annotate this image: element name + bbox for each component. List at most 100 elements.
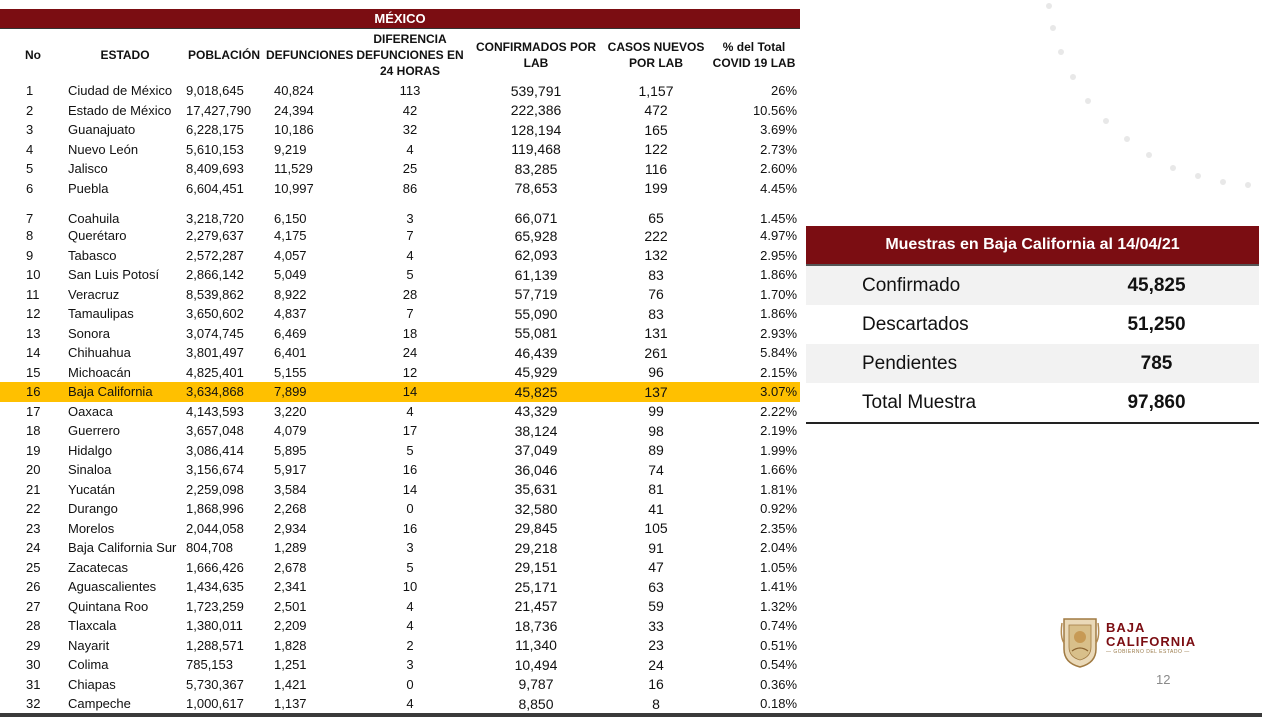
row-no: 7 (26, 211, 34, 226)
table-row: 6 Puebla 6,604,451 10,997 86 78,653 199 4.45% (0, 179, 800, 199)
row-estado: Veracruz (68, 286, 120, 302)
samples-value: 785 (1140, 352, 1173, 374)
row-estado: Oaxaca (68, 403, 113, 419)
row-poblacion: 1,434,635 (186, 579, 244, 595)
row-casos-nuevos: 199 (644, 180, 668, 197)
row-confirmados: 29,151 (514, 559, 558, 576)
row-no: 12 (26, 306, 41, 322)
row-pct-total: 2.93% (760, 325, 798, 341)
samples-row: Pendientes 785 (806, 344, 1259, 383)
row-estado: San Luis Potosí (68, 267, 160, 283)
decorative-dot (1124, 136, 1130, 142)
row-confirmados: 128,194 (510, 121, 562, 138)
row-estado: Yucatán (68, 481, 115, 497)
row-diferencia: 10 (402, 579, 418, 595)
row-estado: Estado de México (68, 102, 172, 118)
row-pct-total: 2.22% (760, 403, 798, 419)
row-poblacion: 1,666,426 (186, 559, 244, 575)
row-no: 14 (26, 345, 41, 361)
row-confirmados: 32,580 (514, 500, 558, 517)
table-row: 18 Guerrero 3,657,048 4,079 17 38,124 98 2.19% (0, 421, 800, 441)
row-confirmados: 45,929 (514, 364, 558, 381)
row-defunciones: 4,079 (274, 423, 307, 439)
row-no: 24 (26, 540, 41, 556)
row-casos-nuevos: 122 (644, 141, 668, 158)
row-estado: Hidalgo (68, 442, 113, 458)
table-row: 29 Nayarit 1,288,571 1,828 2 11,340 23 0.51% (0, 636, 800, 656)
row-poblacion: 1,868,996 (186, 501, 244, 517)
row-estado: Nayarit (68, 637, 110, 653)
table-row: 32 Campeche 1,000,617 1,137 4 8,850 8 0.18% (0, 694, 800, 714)
table-row: 1 Ciudad de México 9,018,645 40,824 113 539,7… (0, 81, 800, 101)
row-defunciones: 3,584 (274, 481, 307, 497)
row-estado: Morelos (68, 520, 115, 536)
samples-label: Pendientes (862, 352, 958, 374)
samples-value: 97,860 (1127, 391, 1186, 413)
row-defunciones: 8,922 (274, 286, 307, 302)
row-no: 6 (26, 180, 34, 196)
row-no: 28 (26, 618, 41, 634)
row-estado: Tabasco (68, 247, 117, 263)
row-pct-total: 1.05% (760, 559, 798, 575)
row-casos-nuevos: 116 (644, 160, 668, 177)
row-diferencia: 16 (402, 520, 418, 536)
row-casos-nuevos: 165 (644, 121, 668, 138)
row-estado: Chiapas (68, 676, 116, 692)
row-no: 18 (26, 423, 41, 439)
decorative-dot (1195, 173, 1201, 179)
decorative-dot (1220, 179, 1226, 185)
row-casos-nuevos: 222 (644, 227, 668, 244)
table-row: 25 Zacatecas 1,666,426 2,678 5 29,151 47 1.05% (0, 558, 800, 578)
samples-label: Descartados (862, 313, 969, 335)
row-no: 9 (26, 247, 34, 263)
row-poblacion: 2,279,637 (186, 228, 244, 244)
samples-value: 51,250 (1127, 313, 1186, 335)
row-diferencia: 4 (406, 618, 414, 634)
row-casos-nuevos: 59 (648, 598, 664, 615)
row-diferencia: 42 (402, 102, 418, 118)
row-diferencia: 4 (406, 598, 414, 614)
row-estado: Aguascalientes (68, 579, 157, 595)
row-confirmados: 36,046 (514, 461, 558, 478)
table-row: 17 Oaxaca 4,143,593 3,220 4 43,329 99 2.22% (0, 402, 800, 422)
row-no: 3 (26, 122, 34, 138)
row-pct-total: 0.54% (760, 657, 798, 673)
row-no: 27 (26, 598, 41, 614)
row-diferencia: 14 (402, 481, 418, 497)
row-casos-nuevos: 105 (644, 520, 668, 537)
row-estado: Nuevo León (68, 141, 139, 157)
header-no: No (25, 48, 41, 62)
row-diferencia: 4 (406, 403, 414, 419)
decorative-dot (1046, 3, 1052, 9)
header-casos-nuevos: CASOS NUEVOS POR LAB (607, 40, 705, 70)
row-casos-nuevos: 98 (648, 422, 664, 439)
row-defunciones: 4,057 (274, 247, 307, 263)
row-pct-total: 1.32% (760, 598, 798, 614)
row-diferencia: 5 (406, 442, 414, 458)
row-confirmados: 11,340 (515, 637, 557, 654)
row-poblacion: 17,427,790 (186, 102, 252, 118)
row-defunciones: 1,251 (274, 657, 307, 673)
row-diferencia: 4 (406, 696, 414, 712)
row-poblacion: 1,000,617 (186, 696, 244, 712)
row-poblacion: 3,086,414 (186, 442, 244, 458)
samples-value: 45,825 (1127, 274, 1186, 296)
row-pct-total: 1.81% (760, 481, 798, 497)
table-row: 24 Baja California Sur 804,708 1,289 3 29,218… (0, 538, 800, 558)
row-poblacion: 9,018,645 (186, 83, 244, 99)
row-defunciones: 2,678 (274, 559, 307, 575)
row-diferencia: 32 (402, 122, 418, 138)
row-defunciones: 2,268 (274, 501, 307, 517)
row-diferencia: 7 (406, 306, 414, 322)
table-row: 23 Morelos 2,044,058 2,934 16 29,845 105 2.35% (0, 519, 800, 539)
row-estado: Sinaloa (68, 462, 112, 478)
row-defunciones: 1,137 (274, 696, 307, 712)
row-no: 4 (26, 141, 34, 157)
row-confirmados: 83,285 (514, 160, 558, 177)
row-estado: Querétaro (68, 228, 127, 244)
row-diferencia: 3 (406, 657, 414, 673)
row-pct-total: 1.86% (760, 306, 798, 322)
decorative-dot (1245, 182, 1251, 188)
row-diferencia: 86 (402, 180, 418, 196)
state-emblem-icon (1060, 618, 1100, 668)
